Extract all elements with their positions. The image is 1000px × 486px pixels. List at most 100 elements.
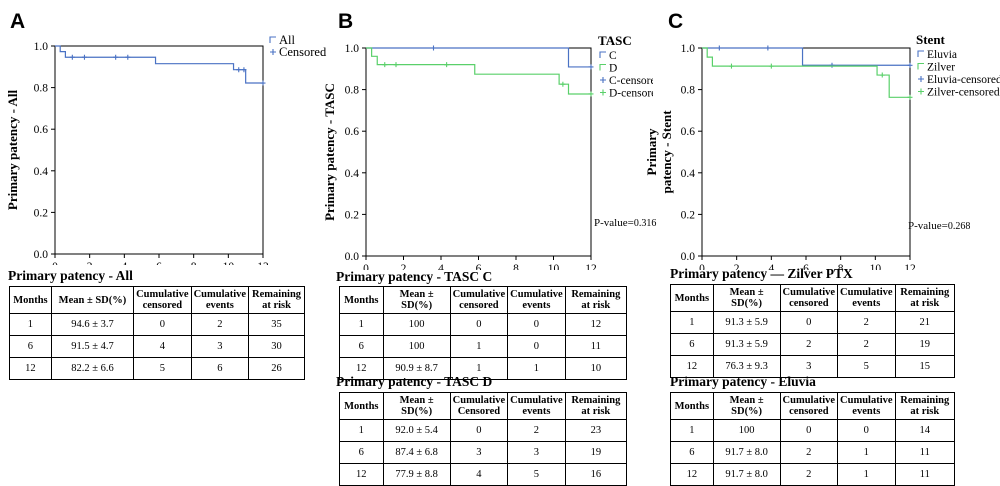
censor-mark (728, 63, 734, 69)
column-header: Remaining at risk (894, 392, 956, 420)
y-tick-label: 0.0 (681, 251, 696, 263)
x-tick-label: 10 (548, 263, 560, 270)
legend-entry: D (609, 63, 617, 75)
column-header: Mean ± SD(%) (382, 392, 451, 420)
y-tick-label: 0.2 (345, 209, 360, 221)
legend-entry: Zilver (927, 62, 955, 74)
table-cell: 1 (507, 357, 566, 380)
p-value-c: P-value=0.268 (908, 220, 971, 232)
table-cell: 0 (837, 419, 896, 442)
table-cell: 3 (190, 335, 250, 358)
table-cell: 12 (670, 463, 714, 486)
legend-censor-mark (600, 89, 606, 96)
table-cell: 76.3 ± 9.3 (712, 355, 781, 378)
column-header: Cumulative events (837, 284, 896, 312)
legend-entry: C (609, 50, 617, 62)
table-cell: 0 (779, 311, 839, 334)
table-cell: 0 (507, 313, 566, 336)
table-cell: 82.2 ± 6.6 (50, 357, 135, 380)
table-cell: 11 (894, 441, 956, 464)
p-value-number: 0.268 (947, 221, 971, 232)
plot-frame (54, 45, 264, 255)
column-header: Cumulative Censored (449, 392, 509, 420)
table-row: 6 87.4 ± 6.8 3 3 19 (339, 441, 628, 464)
table-cell: 1 (837, 463, 896, 486)
table-row: 6 91.5 ± 4.7 4 3 30 (9, 335, 305, 358)
legend-line-mark (599, 51, 606, 58)
column-header: Mean ± SD(%) (712, 392, 781, 420)
column-header: Months (339, 392, 384, 420)
table-row: 1 91.3 ± 5.9 0 2 21 (670, 311, 956, 334)
table-cell: 12 (339, 357, 384, 380)
table-title-all: Primary patency - All (8, 268, 133, 283)
table-row: 12 91.7 ± 8.0 2 1 11 (670, 463, 956, 486)
censor-mark (907, 94, 913, 100)
table-primary-patency-zilver: Months Mean ± SD(%) Cumulative censored … (670, 284, 956, 378)
table-cell: 2 (837, 333, 896, 356)
chart-c: 0.00.20.40.60.81.0024681012MonthsPrimary… (644, 32, 1000, 270)
censor-mark (431, 45, 436, 51)
x-tick-label: 10 (223, 261, 235, 265)
table-cell: 11 (564, 335, 628, 358)
table-cell: 0 (133, 313, 192, 336)
y-tick-label: 0.4 (681, 168, 696, 180)
legend-censor-mark (270, 49, 276, 55)
legend-title: TASC (598, 33, 632, 48)
chart-b: 0.00.20.40.60.81.0024681012MonthsPrimary… (322, 33, 653, 270)
series-line-c (366, 47, 591, 68)
x-tick-label: 4 (438, 263, 444, 270)
legend-censor-mark (918, 88, 924, 95)
x-tick-label: 0 (363, 263, 369, 270)
x-tick-label: 10 (870, 263, 882, 270)
censor-mark (588, 91, 594, 97)
legend-entry: Censored (279, 45, 327, 59)
column-header: Cumulative censored (449, 286, 509, 314)
x-tick-label: 12 (904, 263, 916, 270)
series-line-d (366, 47, 591, 95)
y-tick-label: 0.0 (345, 251, 360, 263)
table-cell: 35 (248, 313, 305, 336)
table-cell: 92.0 ± 5.4 (382, 419, 451, 442)
x-tick-label: 0 (699, 263, 705, 270)
censor-mark (829, 62, 835, 68)
y-axis-label: Primary patency - All (5, 90, 20, 211)
table-row: 12 76.3 ± 9.3 3 5 15 (670, 355, 956, 378)
table-cell: 90.9 ± 8.7 (382, 357, 451, 380)
censor-mark (236, 67, 242, 73)
table-cell: 10 (564, 357, 628, 380)
table-title-tasc-c: Primary patency - TASC C (336, 269, 493, 284)
y-tick-label: 0.6 (34, 124, 49, 136)
table-cell: 6 (670, 441, 714, 464)
table-cell: 12 (339, 463, 384, 486)
column-header: Months (670, 284, 714, 312)
x-tick-label: 2 (87, 261, 93, 265)
y-tick-label: 0.4 (34, 166, 49, 178)
table-cell: 0 (779, 419, 839, 442)
legend-censor-mark (600, 77, 606, 83)
table-cell: 4 (449, 463, 509, 486)
table-cell: 100 (382, 335, 451, 358)
series-line-zilver (702, 47, 910, 98)
table-cell: 91.7 ± 8.0 (712, 441, 781, 464)
table-cell: 19 (894, 333, 956, 356)
table-cell: 91.5 ± 4.7 (50, 335, 135, 358)
table-cell: 94.6 ± 3.7 (50, 313, 135, 336)
table-cell: 5 (133, 357, 192, 380)
y-axis-label: Primary patency - TASC (322, 83, 337, 221)
plot-frame (701, 47, 911, 257)
table-cell: 91.7 ± 8.0 (712, 463, 781, 486)
table-cell: 1 (339, 313, 384, 336)
x-tick-label: 6 (803, 263, 809, 270)
table-cell: 5 (837, 355, 896, 378)
legend-entry: Zilver-censored (927, 87, 1000, 99)
table-cell: 2 (779, 463, 839, 486)
column-header: Months (339, 286, 384, 314)
plot-frame (365, 47, 592, 257)
censor-mark (765, 45, 771, 51)
panel-letter-a: A (10, 10, 26, 33)
table-cell: 100 (712, 419, 781, 442)
y-tick-label: 0.2 (681, 209, 696, 221)
censor-mark (113, 54, 119, 60)
table-cell: 2 (190, 313, 250, 336)
x-tick-label: 8 (513, 263, 519, 270)
